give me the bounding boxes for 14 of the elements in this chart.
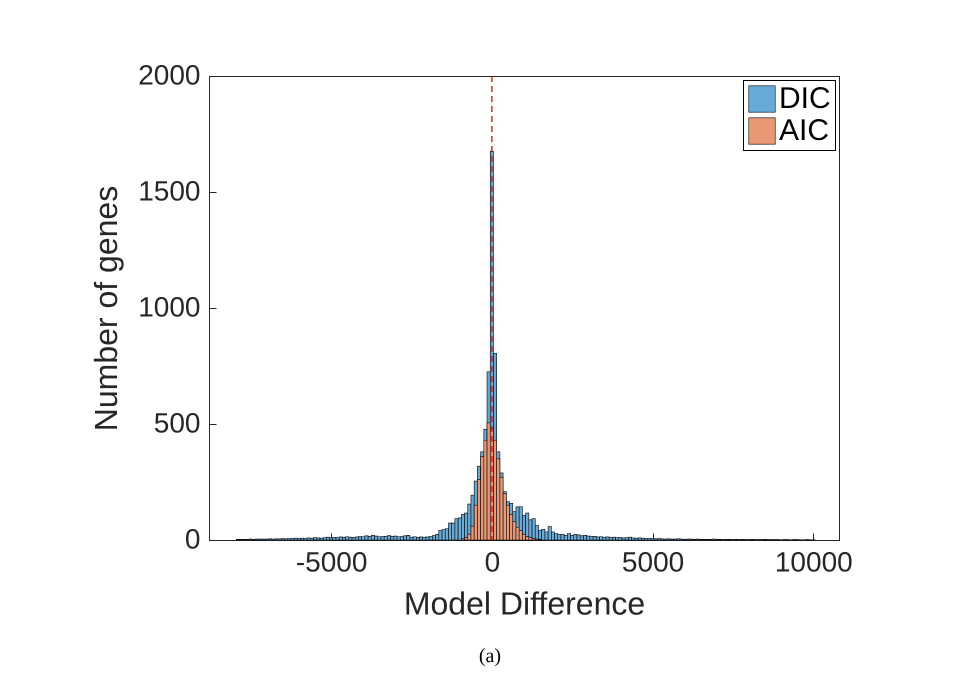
y-axis-title: Number of genes [88,186,124,432]
y-tick-label: 2000 [138,60,200,90]
y-tick-label: 1000 [138,292,200,322]
y-tick-label: 500 [154,408,200,438]
legend-label: AIC [779,114,830,147]
x-tick-label: 10000 [774,546,853,578]
y-tick-label: 1500 [138,176,200,206]
y-tick-label: 0 [184,524,200,554]
x-tick-label: 0 [484,546,500,578]
legend-label: DIC [779,82,831,115]
x-tick-label: 5000 [622,546,684,578]
x-tick-label: -5000 [296,546,368,578]
text: (a) [478,645,502,668]
x-axis-title: Model Difference [404,586,646,622]
